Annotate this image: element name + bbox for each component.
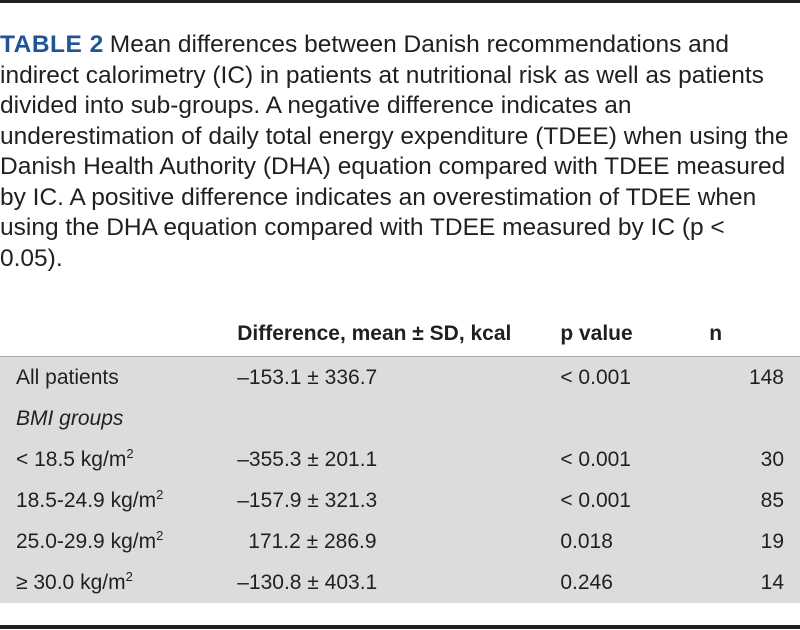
bottom-rule — [0, 625, 800, 629]
header-difference: Difference, mean ± SD, kcal — [237, 322, 512, 345]
table-label: TABLE 2 — [0, 31, 104, 58]
row-group: 18.5-24.9 kg/m2 — [0, 480, 238, 521]
table-row: 25.0-29.9 kg/m2 171.2 ± 286.9 0.018 19 — [0, 521, 800, 562]
results-table: Difference, mean ± SD, kcal p value n Al… — [0, 322, 800, 603]
header-row: Difference, mean ± SD, kcal p value n — [0, 322, 800, 357]
row-p-value: 0.246 — [560, 562, 710, 603]
row-difference: –153.1 ± 336.7 — [237, 356, 561, 398]
row-p-value: < 0.001 — [560, 439, 710, 480]
header-group — [0, 322, 237, 357]
table-row: BMI groups — [0, 398, 800, 439]
bmi-groups-heading: BMI groups — [0, 398, 238, 439]
table-row: < 18.5 kg/m2 –355.3 ± 201.1 < 0.001 30 — [0, 439, 800, 480]
table-row: 18.5-24.9 kg/m2 –157.9 ± 321.3 < 0.001 8… — [0, 480, 800, 521]
row-p-value: < 0.001 — [560, 480, 710, 521]
table-row: ≥ 30.0 kg/m2 –130.8 ± 403.1 0.246 14 — [0, 562, 800, 603]
header-p-value: p value — [560, 322, 633, 345]
row-difference: 171.2 ± 286.9 — [237, 521, 561, 562]
table-row: All patients –153.1 ± 336.7 < 0.001 148 — [0, 356, 800, 398]
row-p-value: < 0.001 — [560, 356, 710, 398]
row-difference: –355.3 ± 201.1 — [237, 439, 561, 480]
table-caption: TABLE 2 Mean differences between Danish r… — [0, 30, 792, 274]
row-n: 85 — [709, 480, 800, 521]
header-n: n — [709, 322, 723, 345]
row-n: 14 — [709, 562, 800, 603]
row-group: ≥ 30.0 kg/m2 — [0, 562, 238, 603]
row-n: 19 — [709, 521, 800, 562]
row-group: All patients — [0, 356, 238, 398]
row-p-value: 0.018 — [560, 521, 710, 562]
row-group: 25.0-29.9 kg/m2 — [0, 521, 238, 562]
row-group: < 18.5 kg/m2 — [0, 439, 238, 480]
row-n: 148 — [709, 356, 800, 398]
top-rule — [0, 0, 800, 3]
caption-text: Mean differences between Danish recommen… — [0, 31, 789, 272]
row-n: 30 — [709, 439, 800, 480]
row-difference: –157.9 ± 321.3 — [237, 480, 561, 521]
row-difference: –130.8 ± 403.1 — [237, 562, 561, 603]
